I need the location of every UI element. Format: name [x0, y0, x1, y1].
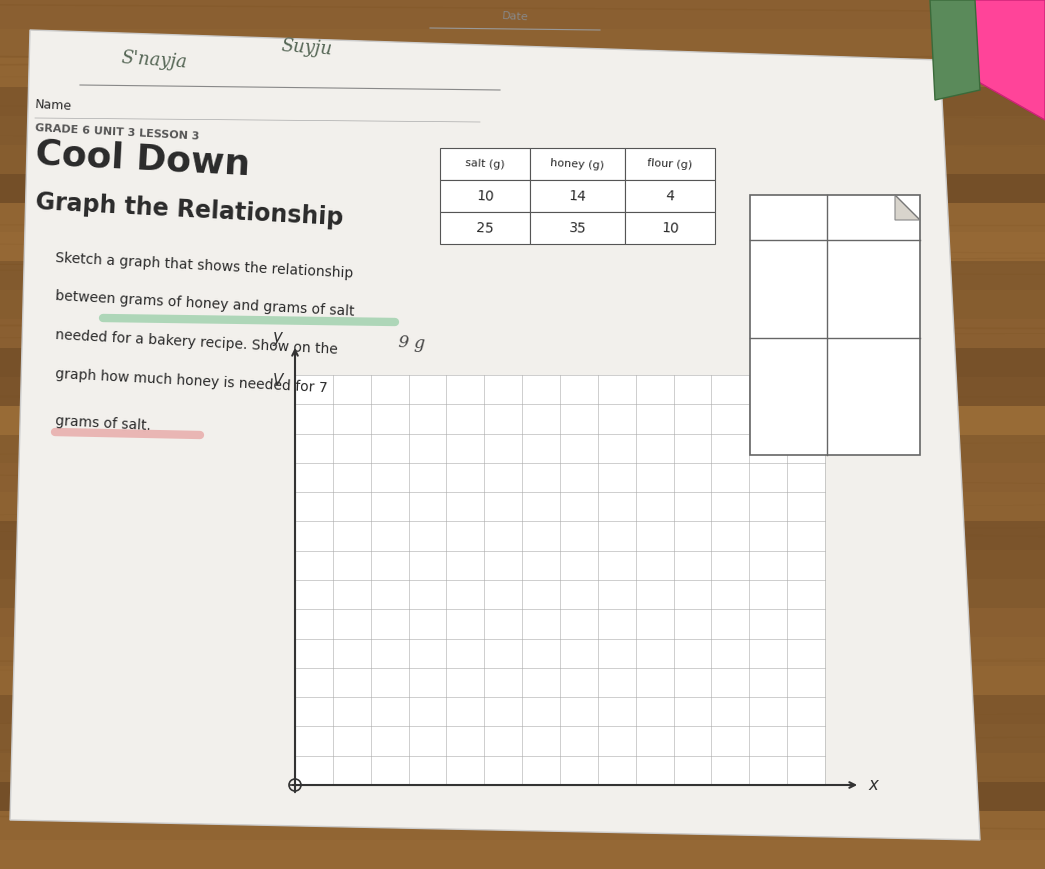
Bar: [0, 406, 1045, 434]
Polygon shape: [10, 30, 980, 840]
Bar: [0, 724, 1045, 753]
Text: needed for a bakery recipe. Show on the: needed for a bakery recipe. Show on the: [55, 328, 339, 357]
Text: Graph the Relationship: Graph the Relationship: [34, 190, 344, 230]
Bar: [0, 580, 1045, 608]
Text: honey (g): honey (g): [551, 157, 605, 170]
Text: grams of salt.: grams of salt.: [55, 414, 152, 433]
Bar: [0, 376, 1045, 406]
Polygon shape: [970, 0, 1045, 120]
Text: GRADE 6 UNIT 3 LESSON 3: GRADE 6 UNIT 3 LESSON 3: [34, 123, 200, 142]
Bar: [0, 434, 1045, 463]
Text: Sketch a graph that shows the relationship: Sketch a graph that shows the relationsh…: [55, 251, 353, 281]
Bar: [0, 319, 1045, 348]
Bar: [0, 289, 1045, 319]
Text: 4: 4: [666, 189, 675, 203]
Bar: [530, 212, 625, 244]
Bar: [0, 348, 1045, 376]
Bar: [0, 0, 1045, 29]
Bar: [0, 521, 1045, 550]
Bar: [440, 212, 530, 244]
Text: 10: 10: [660, 221, 679, 235]
Bar: [0, 87, 1045, 116]
Bar: [0, 463, 1045, 493]
Text: S'nayja: S'nayja: [120, 50, 187, 72]
Bar: [440, 148, 530, 180]
Bar: [530, 180, 625, 212]
Bar: [0, 753, 1045, 782]
Bar: [0, 667, 1045, 695]
Text: x: x: [868, 776, 878, 794]
Bar: [530, 148, 625, 180]
Text: graph how much honey is needed for 7: graph how much honey is needed for 7: [55, 367, 328, 395]
Bar: [0, 493, 1045, 521]
Text: 35: 35: [568, 221, 586, 235]
Bar: [625, 212, 715, 244]
Bar: [625, 180, 715, 212]
Bar: [0, 116, 1045, 145]
Bar: [0, 261, 1045, 289]
Bar: [0, 811, 1045, 840]
Text: 25: 25: [475, 221, 494, 235]
Bar: [0, 550, 1045, 580]
Bar: [0, 174, 1045, 202]
Text: 10: 10: [475, 189, 494, 203]
Text: 9 g: 9 g: [398, 334, 425, 352]
Text: flour (g): flour (g): [647, 158, 693, 170]
Bar: [0, 840, 1045, 869]
Bar: [440, 180, 530, 212]
Bar: [0, 29, 1045, 58]
Bar: [295, 375, 825, 785]
Text: y: y: [272, 328, 282, 346]
Bar: [0, 695, 1045, 724]
Bar: [0, 232, 1045, 261]
Text: V: V: [273, 373, 283, 388]
Text: salt (g): salt (g): [465, 158, 505, 170]
Bar: [625, 148, 715, 180]
Bar: [750, 195, 920, 455]
Text: Date: Date: [502, 10, 529, 22]
Polygon shape: [895, 195, 920, 220]
Text: 14: 14: [568, 189, 586, 203]
Text: Cool Down: Cool Down: [34, 136, 251, 182]
Text: Suyju: Suyju: [280, 37, 332, 59]
Polygon shape: [930, 0, 980, 100]
Bar: [0, 782, 1045, 811]
Bar: [0, 608, 1045, 637]
Bar: [0, 145, 1045, 174]
Bar: [0, 637, 1045, 667]
Bar: [0, 58, 1045, 87]
Text: Name: Name: [34, 98, 73, 113]
Bar: [0, 202, 1045, 232]
Text: between grams of honey and grams of salt: between grams of honey and grams of salt: [55, 289, 355, 319]
